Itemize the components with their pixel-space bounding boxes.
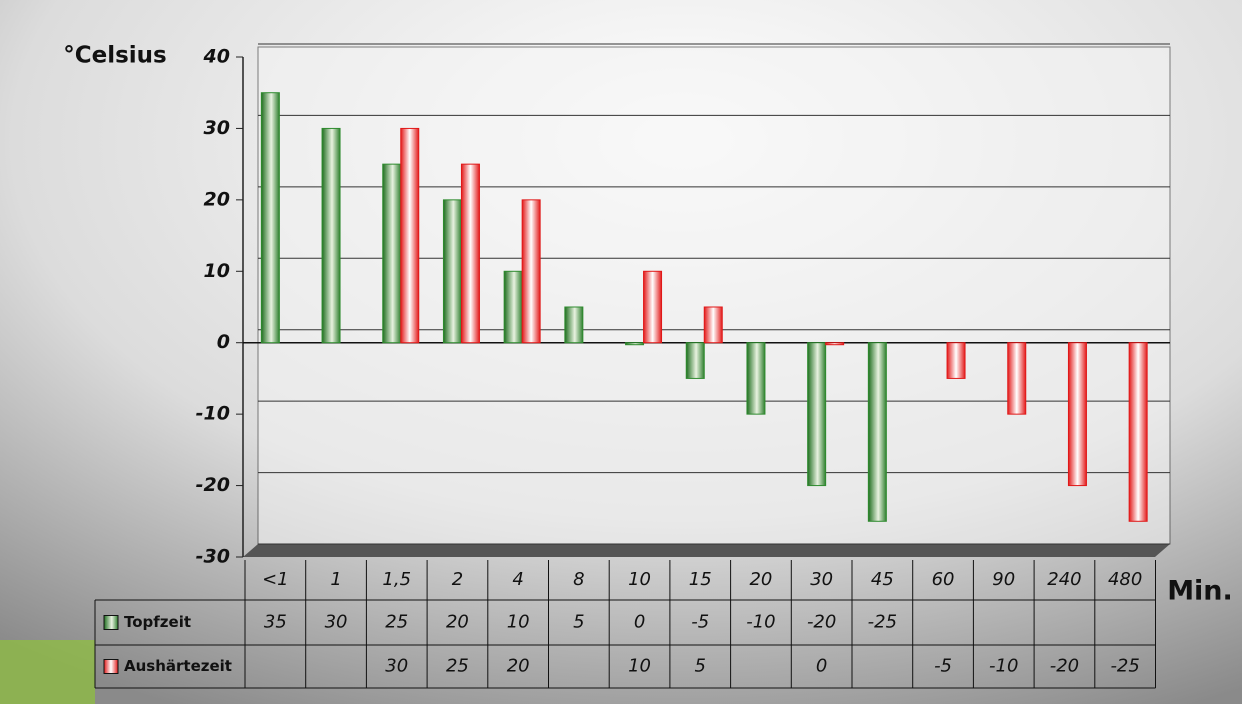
y-tick-label: 0: [217, 331, 230, 353]
x-tick-label: 1: [330, 569, 341, 590]
x-tick-label: 10: [628, 569, 651, 590]
legend-swatch: [103, 615, 119, 630]
table-value: 25: [385, 612, 408, 633]
table-value: 10: [628, 656, 651, 677]
bar: [643, 270, 663, 344]
decoration: [0, 640, 95, 704]
table-value: 25: [446, 656, 469, 677]
bar: [400, 127, 420, 344]
bar: [1007, 342, 1027, 415]
bar: [564, 306, 584, 344]
y-tick-label: 10: [204, 260, 230, 282]
x-tick-label: 60: [932, 569, 955, 590]
y-tick-label: -30: [196, 546, 230, 568]
bar: [1067, 342, 1087, 487]
legend-label: Topfzeit: [124, 613, 191, 631]
floor: [243, 544, 1170, 557]
bar: [703, 306, 723, 344]
bar: [625, 342, 645, 346]
table-value: -5: [691, 612, 709, 633]
y-tick-label: 30: [204, 117, 230, 139]
table-value: 5: [695, 656, 706, 677]
bar: [1128, 342, 1148, 522]
x-tick-label: 1,5: [382, 569, 411, 590]
bar: [746, 342, 766, 415]
table-value: -10: [989, 656, 1018, 677]
bar: [825, 342, 845, 346]
x-tick-label: 2: [452, 569, 463, 590]
x-tick-label: 8: [573, 569, 584, 590]
bar: [321, 127, 341, 344]
bar: [521, 199, 541, 344]
y-tick-label: 40: [203, 46, 230, 68]
table-value: 5: [573, 612, 584, 633]
bar: [946, 342, 966, 379]
bar: [807, 342, 827, 487]
table-value: 0: [634, 612, 645, 633]
table-value: -25: [1110, 656, 1139, 677]
bar: [685, 342, 705, 379]
x-tick-label: 30: [810, 569, 833, 590]
table-value: 20: [507, 656, 530, 677]
y-axis-title: °Celsius: [63, 43, 167, 69]
table-value: 30: [385, 656, 408, 677]
table-value: -20: [807, 612, 836, 633]
x-tick-label: 4: [512, 569, 523, 590]
x-tick-label: <1: [262, 569, 289, 590]
y-tick-label: -20: [196, 474, 230, 496]
table-value: 0: [816, 656, 827, 677]
x-tick-label: 90: [992, 569, 1015, 590]
x-axis-title: Min.: [1167, 576, 1233, 607]
table-value: 20: [446, 612, 469, 633]
table-value: -5: [934, 656, 952, 677]
legend-swatch: [103, 659, 119, 674]
x-tick-label: 15: [689, 569, 712, 590]
table-value: 30: [325, 612, 348, 633]
bar: [260, 92, 280, 344]
y-tick-label: -10: [196, 403, 230, 425]
table-value: -25: [868, 612, 897, 633]
bar: [867, 342, 887, 522]
x-tick-label: 240: [1047, 569, 1081, 590]
table-value: 35: [264, 612, 287, 633]
table-value: -10: [746, 612, 775, 633]
legend-label: Aushärtezeit: [124, 657, 232, 675]
bar: [382, 163, 402, 344]
table-value: 10: [507, 612, 530, 633]
bar: [460, 163, 480, 344]
x-tick-label: 480: [1108, 569, 1142, 590]
table-value: -20: [1050, 656, 1079, 677]
bar: [503, 270, 523, 344]
y-tick-label: 20: [204, 188, 230, 210]
x-tick-label: 45: [871, 569, 894, 590]
x-tick-label: 20: [749, 569, 772, 590]
bar: [442, 199, 462, 344]
